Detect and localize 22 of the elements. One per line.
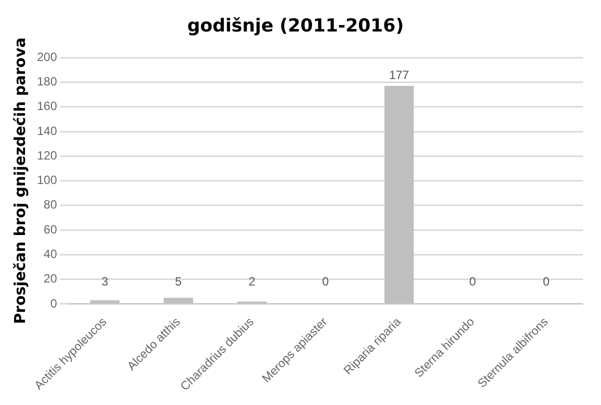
y-tick-label: 140 xyxy=(36,124,58,138)
y-tick-label: 60 xyxy=(44,222,58,236)
y-tick-label: 200 xyxy=(36,50,58,64)
y-tick-label: 20 xyxy=(44,272,58,286)
y-tick-label: 160 xyxy=(36,99,58,114)
data-label: 3 xyxy=(101,274,108,288)
y-tick-label: 100 xyxy=(36,173,58,188)
chart-title: godišnje (2011-2016) xyxy=(187,15,404,36)
y-tick-label: 0 xyxy=(50,296,58,310)
data-label: 0 xyxy=(542,274,550,288)
y-axis-title: Prosječan broj gnijezdećih parova xyxy=(10,37,29,324)
data-label: 5 xyxy=(175,274,182,288)
data-label: 177 xyxy=(389,68,410,82)
bar xyxy=(384,86,414,304)
data-label: 0 xyxy=(469,274,476,288)
y-tick-label: 80 xyxy=(44,198,58,212)
bar xyxy=(164,298,194,304)
data-label: 2 xyxy=(248,274,256,288)
y-tick-label: 40 xyxy=(44,246,58,261)
data-label: 0 xyxy=(322,274,330,288)
y-tick-label: 120 xyxy=(36,148,58,162)
y-tick-label: 180 xyxy=(36,74,58,89)
